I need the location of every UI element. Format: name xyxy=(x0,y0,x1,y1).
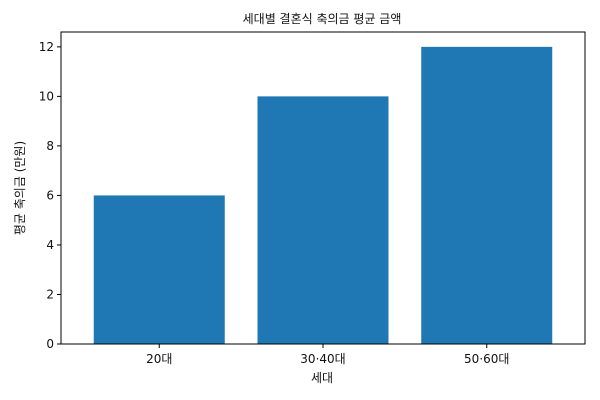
x-axis-label: 세대 xyxy=(311,371,333,385)
plot-area: 20대 30·40대 50·60대 0 2 4 6 8 10 12 xyxy=(39,40,553,366)
y-tick-label-2: 4 xyxy=(46,238,54,252)
x-tick-label-1: 30·40대 xyxy=(300,352,345,366)
bar-0 xyxy=(93,195,225,344)
bar-1 xyxy=(257,96,389,344)
y-tick-label-5: 10 xyxy=(39,89,54,103)
y-tick-label-1: 2 xyxy=(46,287,54,301)
y-tick-label-0: 0 xyxy=(46,337,54,351)
y-tick-label-3: 6 xyxy=(46,188,54,202)
x-tick-label-2: 50·60대 xyxy=(464,352,509,366)
plot-frame xyxy=(60,31,586,345)
x-tick-label-0: 20대 xyxy=(146,352,172,366)
y-tick-label-4: 8 xyxy=(46,139,54,153)
y-tick-label-6: 12 xyxy=(39,40,54,54)
bar-2 xyxy=(421,46,553,344)
chart-title: 세대별 결혼식 축의금 평균 금액 xyxy=(243,12,402,26)
y-axis-label: 평균 축의금 (만원) xyxy=(13,141,27,235)
